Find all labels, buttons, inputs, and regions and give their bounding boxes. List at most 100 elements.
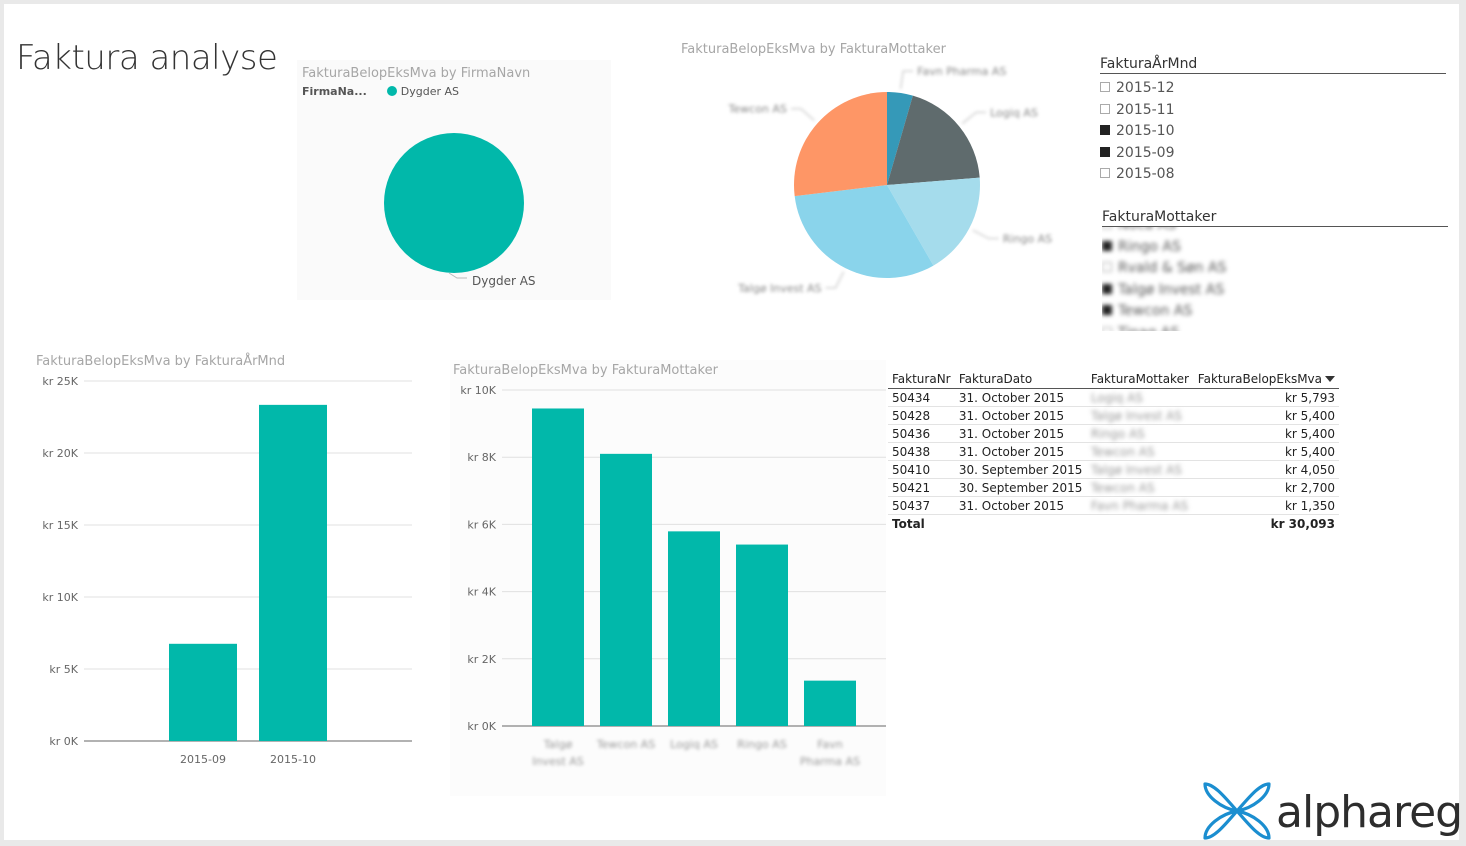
- x-tick-label-line: 2015-09: [180, 753, 226, 766]
- col-header-fakturanr[interactable]: FakturaNr: [888, 370, 955, 389]
- pie-slice-ringo-as[interactable]: [887, 177, 980, 266]
- checkbox-icon[interactable]: [1102, 227, 1112, 229]
- pie-slice-logiq-as[interactable]: [887, 95, 980, 185]
- pie-slice-tewcon-as[interactable]: [794, 92, 887, 197]
- y-tick-label: kr 20K: [42, 447, 78, 460]
- slicer-mottaker-item[interactable]: Rvald & Søn AS: [1102, 258, 1226, 280]
- slicer-month-item[interactable]: 2015-11: [1100, 100, 1446, 122]
- table-row[interactable]: 50437 31. October 2015 Favn Pharma AS kr 1,…: [888, 496, 1339, 515]
- checkbox-icon[interactable]: [1100, 168, 1110, 179]
- invoice-table: FakturaNr FakturaDato FakturaMottaker Fa…: [888, 370, 1339, 532]
- cell-fakturamottaker: Talgø Invest AS: [1086, 460, 1194, 479]
- pie-mottaker-visual[interactable]: Favn Pharma AS Logiq AS Ringo AS Talgø Inve…: [704, 64, 1084, 304]
- x-tick-label-line: Logiq AS: [670, 738, 718, 751]
- pie-label-group: Tewcon AS: [728, 103, 815, 122]
- legend-title: FirmaNa...: [302, 85, 367, 98]
- bar-tewcon-as[interactable]: [600, 453, 652, 726]
- slicer-month-item[interactable]: 2015-12: [1100, 78, 1446, 100]
- cell-fakturamottaker: Tewcon AS: [1086, 442, 1194, 461]
- cell-fakturanr: 50410: [888, 460, 955, 479]
- y-tick-label: kr 5K: [49, 663, 78, 676]
- pie-label-group: Logiq AS: [961, 106, 1038, 125]
- cell-fakturamottaker: Tewcon AS: [1086, 478, 1194, 497]
- x-tick-label: Favn Pharma AS: [800, 738, 860, 768]
- slicer-mottaker-item[interactable]: Tinag AS: [1102, 323, 1226, 331]
- pie-slice-dygder[interactable]: [384, 133, 524, 273]
- bar-mottaker-title: FakturaBelopEksMva by FakturaMottaker: [453, 363, 718, 378]
- bar-2015-09[interactable]: [169, 643, 237, 741]
- checkbox-icon[interactable]: [1100, 82, 1110, 92]
- checkbox-icon[interactable]: [1100, 103, 1110, 114]
- pie-slice-label: Favn Pharma AS: [917, 65, 1006, 78]
- col-header-fakturamottaker[interactable]: FakturaMottaker: [1086, 370, 1194, 389]
- page-title: Faktura analyse: [16, 38, 278, 78]
- bar-mottaker-visual[interactable]: kr 0K kr 2K kr 4K kr 6K kr 8K kr 10K Talgø Inve…: [444, 374, 890, 794]
- y-tick-label: kr 25K: [42, 375, 78, 388]
- legend-item-label: Dygder AS: [400, 85, 460, 98]
- y-tick-label: kr 8K: [467, 451, 496, 464]
- table-row[interactable]: 50436 31. October 2015 Ringo AS kr 5,400: [888, 424, 1339, 443]
- col-header-fakturabelop[interactable]: FakturaBelopEksMva: [1193, 370, 1339, 389]
- checkbox-icon[interactable]: [1102, 262, 1112, 273]
- cell-fakturabelop: kr 5,400: [1193, 442, 1339, 461]
- cell-fakturabelop: kr 5,400: [1193, 406, 1339, 425]
- table-row[interactable]: 50410 30. September 2015 Talgø Invest AS kr…: [888, 460, 1339, 479]
- table-row[interactable]: 50434 31. October 2015 Logiq AS kr 5,793: [888, 388, 1339, 407]
- slicer-month-item[interactable]: 2015-10: [1100, 121, 1446, 143]
- bar-month-visual[interactable]: kr 0K kr 5K kr 10K kr 15K kr 20K kr 25K 2015-0…: [4, 364, 424, 784]
- checkbox-icon[interactable]: [1102, 240, 1112, 251]
- cell-fakturadato: 31. October 2015: [954, 388, 1087, 407]
- slicer-mottaker-item[interactable]: Noca AS: [1102, 227, 1226, 237]
- checkbox-icon[interactable]: [1102, 283, 1112, 294]
- y-tick-label: kr 10K: [42, 591, 78, 604]
- y-tick-label: kr 0K: [49, 735, 78, 748]
- total-empty-cell: [955, 515, 1087, 533]
- cell-fakturanr: 50421: [888, 478, 955, 497]
- col-header-fakturadato[interactable]: FakturaDato: [954, 370, 1087, 389]
- cell-fakturanr: 50434: [888, 388, 955, 407]
- table-row[interactable]: 50428 31. October 2015 Talgø Invest AS kr 5…: [888, 406, 1339, 425]
- x-tick-label: Talgø Invest AS: [532, 738, 584, 768]
- table-row[interactable]: 50438 31. October 2015 Tewcon AS kr 5,400: [888, 442, 1339, 461]
- cell-fakturadato: 31. October 2015: [954, 424, 1087, 443]
- slicer-month: FakturaÅrMnd 2015-12 2015-11 2015-10 2015-0…: [1100, 56, 1446, 186]
- y-tick-label: kr 2K: [467, 653, 496, 666]
- cell-fakturanr: 50428: [888, 406, 955, 425]
- bar-logiq-as[interactable]: [668, 531, 720, 726]
- bar-month-title: FakturaBelopEksMva by FakturaÅrMnd: [36, 354, 286, 369]
- bar-favn-pharma-as[interactable]: [804, 680, 856, 726]
- pie-firma-svg: Dygder AS: [384, 133, 536, 288]
- checkbox-icon[interactable]: [1100, 146, 1110, 157]
- total-value: kr 30,093: [1270, 516, 1335, 531]
- slicer-month-item-label: 2015-11: [1116, 101, 1175, 118]
- slicer-mottaker-item[interactable]: Tewcon AS: [1102, 301, 1226, 323]
- slicer-mottaker-scroll[interactable]: Noca AS Ringo AS Rvald & Søn AS Talgø Inves…: [1102, 227, 1448, 331]
- slicer-mottaker-item[interactable]: Talgø Invest AS: [1102, 280, 1226, 302]
- x-tick-label-line: Tewcon AS: [596, 738, 655, 751]
- pie-slice-favn-pharma-as[interactable]: [887, 92, 913, 185]
- pie-firma-title: FakturaBelopEksMva by FirmaNavn: [302, 66, 531, 81]
- pie-slice-talg-invest-as[interactable]: [794, 185, 934, 278]
- pie-leader-line: [972, 229, 999, 240]
- cell-fakturanr: 50437: [888, 496, 955, 515]
- slicer-month-item[interactable]: 2015-08: [1100, 164, 1446, 186]
- slicer-month-item-label: 2015-10: [1116, 123, 1175, 140]
- checkbox-icon[interactable]: [1100, 125, 1110, 136]
- pie-label-group: Favn Pharma AS: [900, 65, 1006, 90]
- cell-fakturanr: 50436: [888, 424, 955, 443]
- x-tick-label: Tewcon AS: [596, 738, 655, 751]
- sort-desc-icon[interactable]: [1325, 376, 1335, 382]
- slicer-month-list: 2015-12 2015-11 2015-10 2015-09 2015-08: [1100, 78, 1446, 186]
- x-tick-label: Ringo AS: [737, 738, 786, 751]
- checkbox-icon[interactable]: [1102, 326, 1112, 331]
- x-tick-label: 2015-10: [270, 753, 316, 766]
- bar-2015-10[interactable]: [259, 404, 327, 741]
- slicer-month-item[interactable]: 2015-09: [1100, 143, 1446, 165]
- bar-ringo-as[interactable]: [736, 544, 788, 726]
- table-row[interactable]: 50421 30. September 2015 Tewcon AS kr 2,700: [888, 478, 1339, 497]
- pie-firma-visual[interactable]: FakturaBelopEksMva by FirmaNavn FirmaNa.…: [297, 60, 611, 300]
- slicer-mottaker-item[interactable]: Ringo AS: [1102, 237, 1226, 259]
- checkbox-icon[interactable]: [1102, 305, 1112, 316]
- bar-talg-invest-as[interactable]: [532, 408, 584, 726]
- y-tick-label: kr 6K: [467, 518, 496, 531]
